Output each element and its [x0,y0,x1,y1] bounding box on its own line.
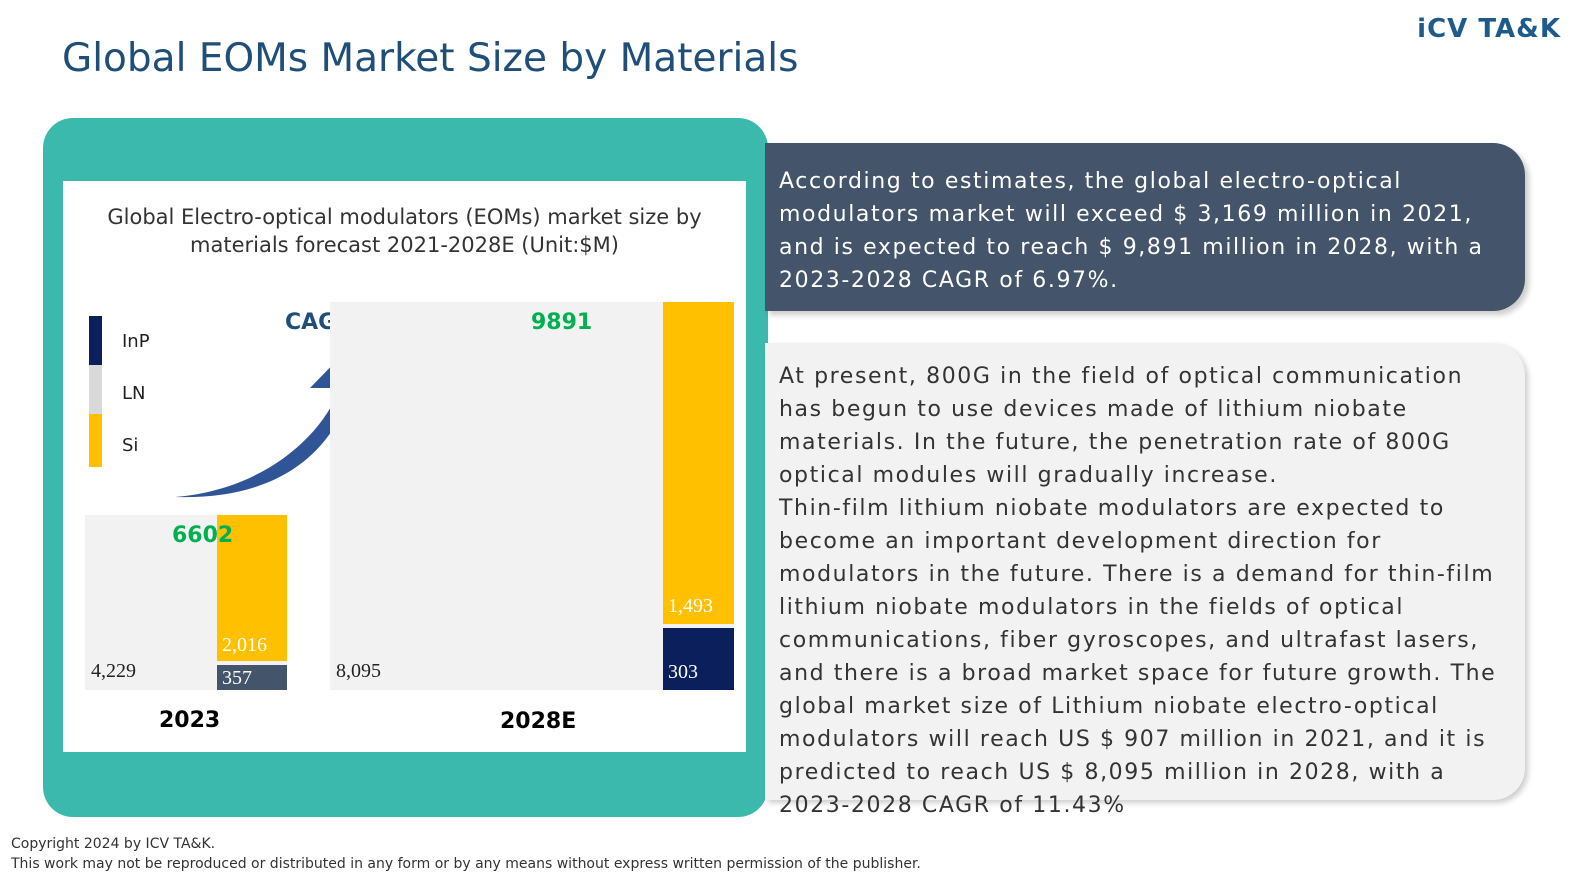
data-label-si-2028: 1,493 [668,595,713,617]
data-label-si-2023: 2,016 [222,634,267,656]
legend-label-inp: InP [122,331,150,352]
footer-notice: This work may not be reproduced or distr… [11,856,921,872]
category-label-2023: 2023 [159,708,221,733]
copyright: Copyright 2024 by ICV TA&K. [11,836,216,852]
legend-label-si: Si [122,435,139,456]
data-label-inp-2028: 303 [668,661,698,683]
data-label-inp-2023: 357 [222,667,252,689]
legend-swatch-inp [89,316,102,365]
legend-label-ln: LN [122,383,146,404]
bar-inp-2028 [663,628,734,690]
bar-si-2023 [217,515,287,661]
page-title: Global EOMs Market Size by Materials [62,36,799,81]
legend-swatch-si [89,414,102,467]
summary-box: According to estimates, the global elect… [765,143,1525,311]
data-label-ln-2023: 4,229 [91,660,136,682]
data-label-ln-2028: 8,095 [336,660,381,682]
bar-inp-2023 [217,665,287,690]
total-label-2023: 6602 [172,523,234,548]
bar-si-2028 [663,302,734,624]
logo: iCV TA&K [1417,14,1561,44]
legend-swatch-ln [89,365,102,414]
category-label-2028: 2028E [500,709,577,734]
detail-box: At present, 800G in the field of optical… [765,343,1525,818]
total-label-2028: 9891 [531,310,593,335]
chart-title: Global Electro-optical modulators (EOMs)… [107,205,702,257]
